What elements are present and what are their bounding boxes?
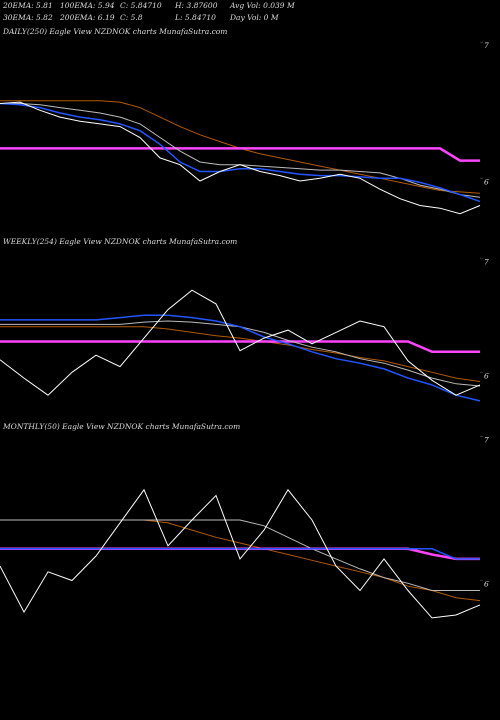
header-stat: 30EMA: 5.82 <box>3 13 53 22</box>
series-line <box>0 547 480 561</box>
series-line <box>0 320 481 387</box>
series-line <box>0 548 480 560</box>
panel-title: DAILY(250) Eagle View NZDNOK charts Muna… <box>2 27 227 36</box>
header-stat: 100EMA: 5.94 <box>60 1 115 10</box>
y-tick-label: 7 <box>484 436 489 445</box>
series-line <box>0 147 480 162</box>
y-tick-label: 6 <box>484 177 489 186</box>
series-line <box>0 488 481 619</box>
series-line <box>0 326 481 382</box>
series-line <box>0 289 481 396</box>
series-line <box>0 340 480 354</box>
series-line <box>0 102 481 203</box>
panel-title: WEEKLY(254) Eagle View NZDNOK charts Mun… <box>3 237 237 246</box>
y-tick-label: 7 <box>484 41 489 50</box>
series-line <box>0 519 481 602</box>
header-stat: C: 5.84710 <box>120 1 162 10</box>
panel-title: MONTHLY(50) Eagle View NZDNOK charts Mun… <box>2 422 240 431</box>
series-line <box>0 519 480 591</box>
header-stat: Day Vol: 0 M <box>229 13 279 22</box>
series-line <box>0 101 481 215</box>
header-stat: 200EMA: 6.19 <box>59 13 115 22</box>
header-stat: 20EMA: 5.81 <box>2 1 53 10</box>
y-tick-label: 7 <box>484 257 489 266</box>
header-stat: L: 5.84710 <box>174 13 216 22</box>
header-stat: H: 3.87600 <box>174 1 218 10</box>
header-stat: Avg Vol: 0.039 M <box>229 1 295 10</box>
header-stat: C: 5.8 <box>120 13 143 22</box>
y-tick-label: 6 <box>484 371 489 380</box>
series-line <box>0 314 481 402</box>
y-tick-label: 6 <box>484 579 489 588</box>
series-line <box>0 103 481 198</box>
